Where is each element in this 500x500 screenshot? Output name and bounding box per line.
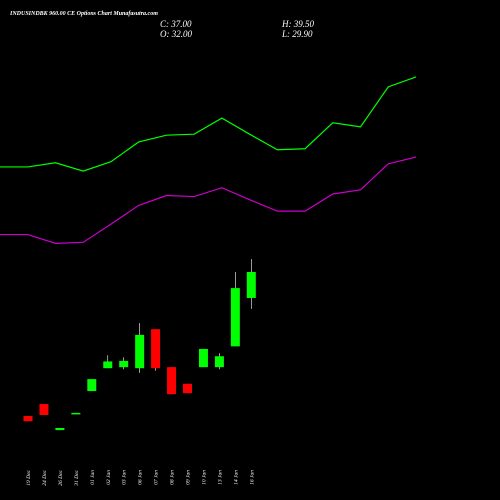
candle-body [183,383,192,394]
x-tick-label: 07 Jan [154,470,160,485]
x-tick-label: 19 Dec [26,469,32,485]
candle-body [214,356,224,368]
x-tick-label: 24 Dec [41,469,48,485]
candle-body [71,412,81,415]
x-tick-label: 26 Dec [58,469,64,485]
candle-body [119,360,129,368]
info-open: O: 32.00 [160,29,192,39]
chart-title: INDUSINDBK 960.00 CE Options Chart Munaf… [9,11,158,17]
x-tick-label: 10 Jan [201,470,207,485]
x-tick-label: 14 Jan [232,470,239,485]
candle-body [55,427,65,431]
indicator-line [0,76,417,172]
indicator-line [0,156,417,244]
x-tick-label: 02 Jan [106,470,112,485]
candle-body [23,416,33,422]
candle-body [246,271,256,298]
info-high: H: 39.50 [281,19,314,29]
x-tick-label: 31 Dec [74,469,80,486]
candle-body [103,361,113,369]
candle-body [151,329,161,369]
x-tick-label: 13 Jan [217,470,223,485]
x-tick-label: 01 Jan [90,470,96,485]
candle-body [167,367,177,395]
candle-body [230,288,240,347]
info-low: L: 29.90 [281,29,313,39]
candle-body [87,379,97,392]
x-tick-label: 16 Jan [249,470,255,485]
info-close: C: 37.00 [160,19,192,29]
x-tick-label: 09 Jan [186,470,192,485]
candle-body [135,334,145,369]
x-tick-label: 03 Jan [122,470,128,485]
candle-body [198,348,208,368]
candle-body [39,404,49,415]
x-tick-label: 06 Jan [138,470,144,485]
x-tick-label: 08 Jan [170,470,176,485]
